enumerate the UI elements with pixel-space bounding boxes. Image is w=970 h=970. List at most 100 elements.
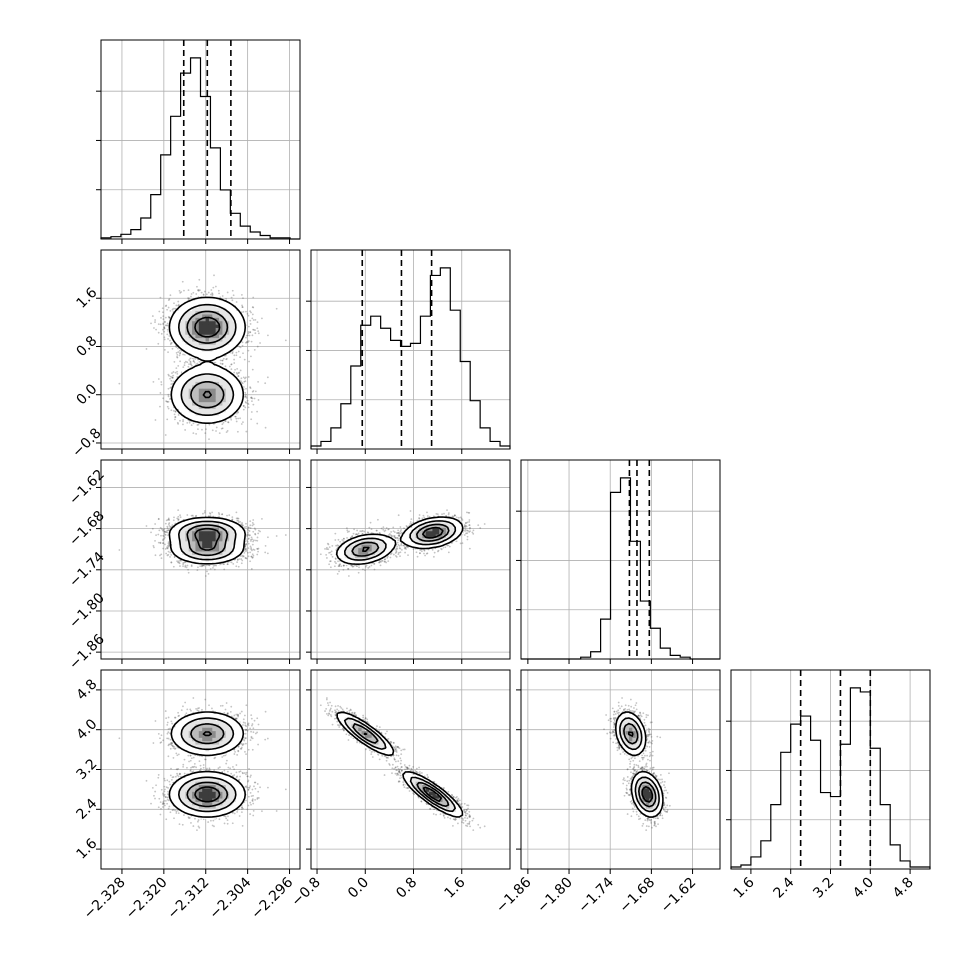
sample-point	[249, 524, 252, 527]
density-cell	[192, 415, 196, 420]
density-cell	[205, 351, 210, 355]
density-cell	[232, 395, 237, 399]
sample-point	[245, 395, 247, 398]
sample-point	[158, 310, 161, 313]
density-cell	[212, 341, 217, 345]
density-cell	[202, 381, 206, 386]
sample-point	[256, 321, 259, 324]
sample-point	[245, 402, 248, 404]
sample-point	[176, 370, 179, 373]
density-cell	[215, 371, 220, 376]
sample-point	[237, 375, 240, 378]
sample-point	[238, 345, 241, 348]
sample-point	[192, 291, 195, 294]
density-cell	[208, 344, 213, 349]
sample-point	[251, 313, 254, 316]
sample-point	[198, 360, 201, 363]
sample-point	[164, 434, 167, 436]
density-cell	[215, 405, 220, 409]
sample-point	[275, 307, 278, 310]
sample-point	[249, 560, 252, 563]
sample-point	[179, 292, 182, 294]
sample-point	[167, 351, 169, 354]
density-cell	[205, 344, 210, 349]
density-cell	[205, 388, 210, 393]
sample-point	[237, 411, 240, 414]
sample-point	[256, 410, 258, 413]
density-cell	[185, 314, 190, 318]
sample-point	[177, 304, 180, 307]
sample-point	[165, 324, 168, 327]
sample-point	[176, 356, 179, 359]
density-cell	[212, 418, 217, 423]
density-cell	[229, 347, 233, 352]
sample-point	[164, 324, 167, 327]
sample-point	[188, 297, 190, 300]
sample-point	[250, 340, 253, 343]
density-cell	[192, 391, 196, 396]
sample-point	[197, 428, 199, 431]
density-cell	[215, 391, 220, 396]
density-cell	[178, 314, 183, 318]
sample-point	[213, 274, 215, 277]
density-cell	[188, 341, 193, 345]
sample-point	[198, 278, 201, 281]
density-cell	[229, 381, 233, 386]
density-cell	[212, 398, 217, 403]
density-cell	[222, 344, 227, 349]
sample-point	[256, 422, 259, 425]
density-cell	[195, 378, 200, 382]
density-cell	[192, 408, 196, 413]
density-cell	[205, 378, 210, 382]
sample-point	[118, 382, 121, 385]
density-cell	[219, 327, 223, 332]
sample-point	[249, 386, 252, 389]
sample-point	[241, 382, 244, 385]
sample-point	[164, 321, 166, 324]
sample-point	[257, 380, 259, 383]
density-cell	[198, 384, 203, 389]
sample-point	[167, 315, 170, 318]
density-cell	[205, 357, 210, 362]
density-cell	[222, 310, 227, 315]
sample-point	[251, 368, 254, 371]
sample-point	[176, 354, 179, 356]
sample-point	[209, 512, 212, 515]
density-cell	[178, 378, 183, 382]
density-cell	[208, 351, 213, 355]
sample-point	[182, 353, 184, 356]
sample-point	[231, 299, 234, 302]
density-cell	[188, 388, 193, 393]
sample-point	[177, 300, 180, 303]
density-cell	[188, 314, 193, 318]
sample-point	[163, 530, 166, 533]
density-cell	[198, 398, 203, 403]
sample-point	[158, 529, 161, 532]
density-cell	[202, 378, 206, 382]
sample-point	[246, 399, 249, 402]
sample-point	[235, 372, 238, 374]
sample-point	[172, 380, 175, 383]
sample-point	[159, 296, 162, 299]
density-cell	[198, 334, 203, 339]
density-cell	[181, 330, 186, 335]
density-cell	[212, 297, 217, 301]
sample-point	[241, 306, 244, 308]
density-cell	[208, 320, 213, 325]
density-cell	[188, 405, 193, 409]
density-cell	[235, 398, 240, 403]
sample-point	[231, 519, 234, 521]
sample-point	[174, 410, 177, 413]
density-cell	[205, 330, 210, 335]
density-cell	[225, 303, 230, 308]
sample-point	[204, 432, 207, 435]
sample-point	[245, 341, 248, 344]
density-cell	[202, 415, 206, 420]
density-cell	[198, 418, 203, 423]
sample-point	[167, 306, 170, 309]
sample-point	[261, 317, 263, 320]
sample-point	[247, 330, 250, 333]
sample-point	[174, 416, 177, 418]
density-cell	[225, 401, 230, 406]
density-cell	[222, 374, 227, 379]
